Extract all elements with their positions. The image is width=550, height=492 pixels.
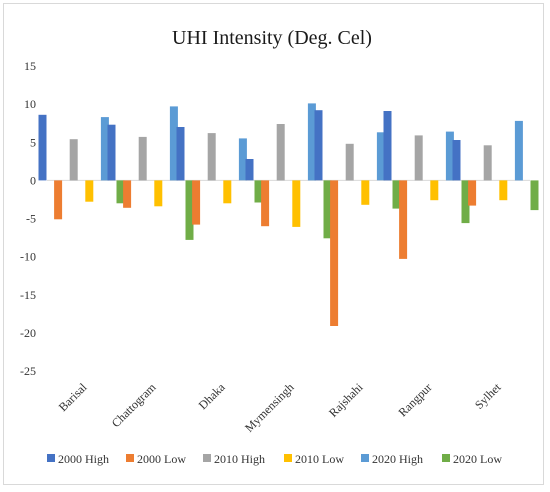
- bar-2020-low: [461, 180, 470, 224]
- bar-2000-high: [314, 110, 323, 181]
- legend-label: 2010 High: [214, 452, 265, 466]
- y-tick-label: 15: [24, 59, 36, 73]
- bar-2020-high: [100, 117, 109, 181]
- category-label: Chattogram: [109, 380, 159, 430]
- legend-swatch: [47, 454, 55, 462]
- bar-2000-low: [192, 180, 201, 225]
- bar-2010-high: [414, 135, 423, 181]
- legend: 2000 High 2000 Low 2010 High 2010 Low 2020 H…: [47, 452, 502, 466]
- bar-2020-low: [392, 180, 401, 209]
- bar-2020-high: [376, 132, 385, 181]
- y-axis: 15 10 5 0 -5 -10 -15 -20 -25: [20, 59, 530, 378]
- bar-2000-low: [399, 180, 408, 259]
- legend-swatch: [203, 454, 211, 462]
- bar-2000-low: [123, 180, 132, 208]
- bar-2020-low: [116, 180, 125, 204]
- legend-swatch: [361, 454, 369, 462]
- bar-2000-low: [468, 180, 477, 206]
- bars: [38, 103, 539, 326]
- bar-2020-high: [514, 120, 523, 181]
- bar-2010-high: [138, 136, 147, 181]
- legend-label: 2020 Low: [453, 452, 502, 466]
- legend-swatch: [442, 454, 450, 462]
- bar-2010-low: [292, 180, 301, 227]
- bar-2000-high: [38, 114, 47, 181]
- y-tick-label: -25: [20, 364, 36, 378]
- chart-title: UHI Intensity (Deg. Cel): [172, 27, 372, 49]
- bar-2000-low: [261, 180, 270, 227]
- legend-label: 2000 High: [58, 452, 109, 466]
- bar-2010-high: [276, 124, 285, 181]
- y-tick-label: -5: [26, 212, 36, 226]
- bar-2010-high: [483, 145, 492, 181]
- bar-2010-low: [430, 180, 439, 201]
- bar-2010-low: [85, 180, 94, 202]
- y-tick-label: 0: [30, 173, 36, 187]
- bar-2020-low: [254, 180, 263, 203]
- bar-2010-low: [499, 180, 508, 201]
- bar-2000-high: [107, 124, 116, 181]
- bar-2020-high: [169, 106, 178, 181]
- bar-2020-high: [445, 131, 454, 181]
- category-label: Rajshahi: [326, 380, 366, 420]
- legend-label: 2010 Low: [295, 452, 344, 466]
- x-axis: Barisal Chattogram Dhaka Mymensingh Rajshahi…: [56, 380, 504, 435]
- bar-2010-high: [345, 143, 354, 181]
- bar-2010-high: [69, 139, 78, 181]
- legend-swatch: [284, 454, 292, 462]
- legend-label: 2000 Low: [137, 452, 186, 466]
- bar-2020-low: [185, 180, 194, 240]
- y-tick-label: 10: [24, 97, 36, 111]
- y-tick-label: -20: [20, 326, 36, 340]
- bar-2010-low: [361, 180, 370, 205]
- category-label: Rangpur: [395, 380, 434, 419]
- category-label: Barisal: [56, 380, 90, 414]
- bar-2000-high: [383, 111, 392, 181]
- category-label: Sylhet: [472, 380, 504, 412]
- category-label: Mymensingh: [242, 380, 297, 435]
- bar-2020-low: [530, 180, 539, 211]
- bar-2020-high: [307, 103, 316, 181]
- bar-2010-low: [223, 180, 232, 204]
- category-label: Dhaka: [196, 380, 229, 413]
- chart-frame: [3, 3, 544, 485]
- bar-2020-low: [323, 180, 332, 239]
- bar-2020-high: [238, 138, 247, 181]
- bar-2010-low: [154, 180, 163, 207]
- y-tick-label: 5: [30, 135, 36, 149]
- bar-2000-high: [245, 159, 254, 181]
- bar-2010-high: [207, 133, 216, 181]
- legend-swatch: [126, 454, 134, 462]
- y-tick-label: -15: [20, 288, 36, 302]
- legend-label: 2020 High: [372, 452, 423, 466]
- bar-2000-low: [54, 180, 63, 220]
- y-tick-label: -10: [20, 250, 36, 264]
- bar-2000-high: [452, 140, 461, 181]
- bar-2000-high: [176, 127, 185, 181]
- bar-2000-low: [330, 180, 339, 326]
